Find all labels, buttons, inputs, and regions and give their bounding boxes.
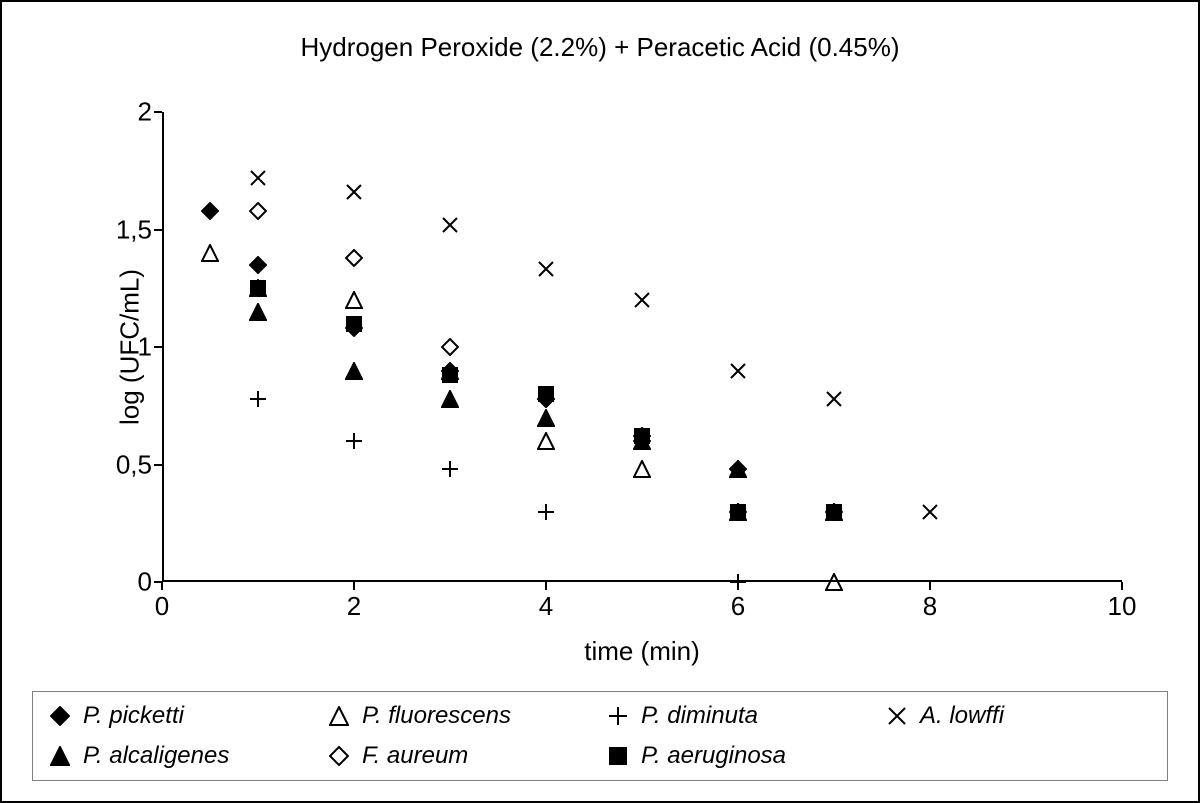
data-point-lowffi: [633, 291, 651, 309]
data-point-aureum: [249, 202, 267, 220]
data-point-aeruginosa: [249, 279, 267, 297]
legend-label: P. alcaligenes: [83, 742, 229, 770]
data-point-alcaligenes: [441, 390, 459, 408]
y-tick: [154, 229, 162, 231]
x-tick: [545, 582, 547, 590]
x-tick-label: 6: [731, 591, 745, 622]
y-tick-label: 0: [92, 567, 152, 598]
legend-item-picketti: P. picketti: [47, 702, 316, 730]
legend-item-aeruginosa: P. aeruginosa: [605, 742, 874, 770]
data-point-picketti: [201, 202, 219, 220]
data-point-diminuta: [729, 573, 747, 591]
legend: P. picketti P. fluorescens P. diminuta A. l…: [32, 691, 1168, 781]
data-point-aureum: [441, 338, 459, 356]
legend-item-aureum: F. aureum: [326, 742, 595, 770]
y-tick: [154, 111, 162, 113]
data-point-alcaligenes: [537, 409, 555, 427]
data-point-alcaligenes: [249, 303, 267, 321]
data-point-lowffi: [921, 503, 939, 521]
x-tick-label: 10: [1108, 591, 1137, 622]
data-point-fluorescens: [825, 573, 843, 591]
x-tick-label: 8: [923, 591, 937, 622]
x-tick: [1121, 582, 1123, 590]
y-tick: [154, 346, 162, 348]
legend-item-alcaligenes: P. alcaligenes: [47, 742, 316, 770]
legend-item-diminuta: P. diminuta: [605, 702, 874, 730]
data-point-aeruginosa: [441, 366, 459, 384]
plot-area: time (min) log (UFC/mL) 024681000,511,52: [162, 112, 1122, 582]
data-point-picketti: [249, 256, 267, 274]
triangle-open-icon: [326, 703, 352, 729]
chart-frame: Hydrogen Peroxide (2.2%) + Peracetic Aci…: [0, 0, 1200, 803]
data-point-lowffi: [441, 216, 459, 234]
data-point-lowffi: [729, 362, 747, 380]
x-icon: [884, 703, 910, 729]
y-tick: [154, 581, 162, 583]
data-point-diminuta: [249, 390, 267, 408]
data-point-alcaligenes: [729, 460, 747, 478]
data-point-lowffi: [345, 183, 363, 201]
data-point-aeruginosa: [537, 385, 555, 403]
diamond-filled-icon: [47, 703, 73, 729]
data-point-aeruginosa: [633, 427, 651, 445]
data-point-lowffi: [825, 390, 843, 408]
x-axis: [162, 580, 1122, 582]
x-tick-label: 2: [347, 591, 361, 622]
legend-label: P. picketti: [83, 702, 184, 730]
data-point-fluorescens: [201, 244, 219, 262]
diamond-open-icon: [326, 743, 352, 769]
triangle-filled-icon: [47, 743, 73, 769]
data-point-diminuta: [345, 432, 363, 450]
data-point-aeruginosa: [345, 315, 363, 333]
data-point-aureum: [345, 249, 363, 267]
y-axis: [162, 112, 164, 582]
data-point-diminuta: [537, 503, 555, 521]
y-tick-label: 1: [92, 332, 152, 363]
data-point-lowffi: [249, 169, 267, 187]
legend-label: P. aeruginosa: [641, 742, 786, 770]
x-tick-label: 0: [155, 591, 169, 622]
legend-label: P. diminuta: [641, 702, 758, 730]
data-point-fluorescens: [633, 460, 651, 478]
plus-icon: [605, 703, 631, 729]
legend-item-fluorescens: P. fluorescens: [326, 702, 595, 730]
y-tick-label: 0,5: [92, 449, 152, 480]
chart-title: Hydrogen Peroxide (2.2%) + Peracetic Aci…: [2, 32, 1198, 63]
legend-label: A. lowffi: [920, 702, 1004, 730]
data-point-diminuta: [441, 460, 459, 478]
data-point-lowffi: [537, 260, 555, 278]
x-tick: [161, 582, 163, 590]
y-tick-label: 1,5: [92, 214, 152, 245]
y-tick: [154, 464, 162, 466]
data-point-fluorescens: [345, 291, 363, 309]
data-point-aeruginosa: [825, 503, 843, 521]
x-tick: [929, 582, 931, 590]
x-tick-label: 4: [539, 591, 553, 622]
legend-label: F. aureum: [362, 742, 468, 770]
legend-label: P. fluorescens: [362, 702, 511, 730]
square-filled-icon: [605, 743, 631, 769]
data-point-fluorescens: [537, 432, 555, 450]
x-axis-title: time (min): [584, 636, 700, 667]
x-tick: [353, 582, 355, 590]
data-point-alcaligenes: [345, 362, 363, 380]
y-tick-label: 2: [92, 97, 152, 128]
legend-item-lowffi: A. lowffi: [884, 702, 1153, 730]
data-point-aeruginosa: [729, 503, 747, 521]
